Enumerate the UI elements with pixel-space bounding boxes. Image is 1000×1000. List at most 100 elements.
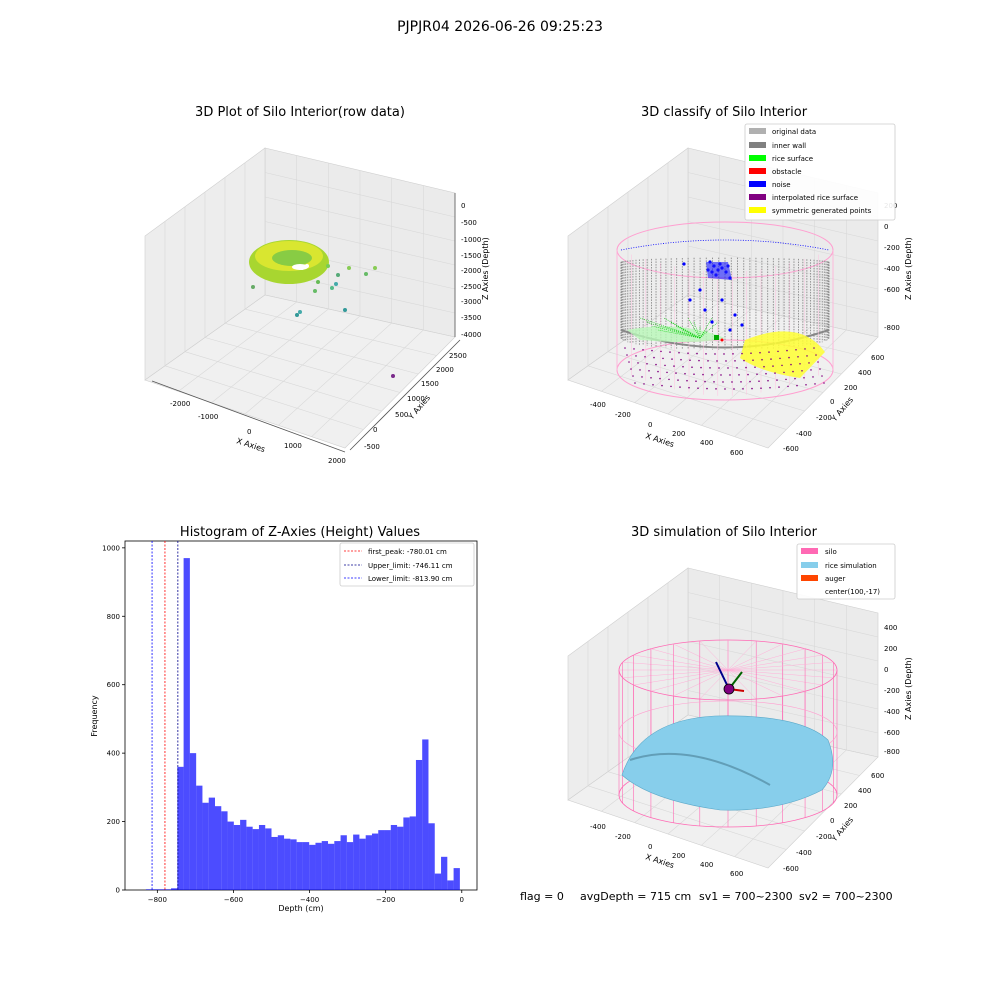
interpolated-point	[731, 381, 733, 383]
p4-legend-label: silo	[825, 548, 837, 556]
p2-rice-surface	[627, 326, 725, 343]
hist-legend-label: Upper_limit: -746.11 cm	[368, 562, 453, 570]
hist-bar	[202, 802, 209, 890]
interpolated-point	[745, 366, 747, 369]
interpolated-point	[778, 386, 780, 388]
hist-ytick-label: 200	[107, 818, 120, 826]
silo-spoke	[673, 669, 729, 697]
silo-spoke	[633, 654, 729, 671]
interpolated-point	[714, 353, 716, 355]
interpolated-point	[765, 372, 767, 375]
p4-xtick: -400	[590, 823, 606, 831]
noise-point	[688, 298, 692, 302]
hist-legend-box	[339, 542, 475, 587]
interpolated-point	[796, 384, 798, 387]
p2-ytick: -400	[796, 430, 812, 438]
interpolated-point	[724, 388, 726, 390]
p1-xtick: -2000	[170, 400, 190, 408]
p2-legend: original data inner wall rice surface ob…	[744, 123, 896, 221]
scatter-point	[373, 266, 377, 270]
p4-y-ticks: -600 -400 -200 0 200 400 600	[783, 772, 884, 873]
hist-bar	[397, 826, 404, 890]
interpolated-point	[812, 376, 814, 378]
interpolated-point	[814, 383, 816, 385]
p2-xtick: 600	[730, 449, 743, 457]
hist-bar	[189, 753, 197, 890]
interpolated-point	[736, 367, 738, 369]
rice-ray	[645, 321, 701, 339]
interpolated-point	[639, 369, 641, 371]
hist-bar	[365, 835, 372, 890]
p4-ytick: 600	[871, 772, 884, 780]
p1-ztick: -500	[461, 219, 477, 227]
p2-ztick: 0	[884, 223, 888, 231]
footer-status: flag = 0 avgDepth = 715 cm sv1 = 700~230…	[520, 890, 893, 903]
scatter-point	[391, 374, 395, 378]
hist-bar	[183, 558, 190, 890]
interpolated-point	[813, 347, 815, 349]
legend-label: inner wall	[772, 142, 806, 150]
hist-bar	[158, 889, 165, 890]
hist-bar	[321, 841, 329, 890]
silo-spoke	[727, 669, 834, 679]
p4-ztick: -800	[884, 748, 900, 756]
interpolated-point	[668, 378, 670, 381]
interpolated-point	[749, 380, 751, 383]
interpolated-point	[707, 360, 709, 362]
hist-bar	[434, 873, 442, 890]
p1-ztick: -1500	[461, 252, 481, 260]
p2-ytick: 0	[830, 398, 834, 406]
p2-zlabel: Z Axies (Depth)	[904, 237, 913, 300]
interpolated-point	[650, 376, 652, 379]
hist-bar	[177, 766, 184, 890]
interpolated-point	[635, 355, 637, 357]
p2-ytick: -200	[816, 414, 832, 422]
hist-bar	[214, 806, 222, 890]
interpolated-point	[808, 362, 810, 364]
p4-xtick: 600	[730, 870, 743, 878]
p2-interpolated-points	[624, 347, 825, 390]
interpolated-point	[727, 367, 729, 369]
hist-bar	[378, 830, 385, 890]
p4-center-marker	[723, 683, 735, 695]
interpolated-point	[805, 383, 807, 386]
p2-symmetric-points	[740, 331, 825, 378]
p4-ztick: 0	[884, 666, 888, 674]
panel-histogram: Histogram of Z-Axies (Height) Values −80…	[90, 525, 478, 913]
hist-xtick-label: 0	[460, 896, 464, 904]
p2-ztick: -600	[884, 286, 900, 294]
rice-ray	[681, 329, 701, 339]
scatter-point	[334, 282, 338, 286]
p1-ztick: -3000	[461, 298, 481, 306]
p2-xtick: 0	[648, 421, 652, 429]
p2-x-ticks: -400 -200 0 200 400 600	[590, 401, 743, 457]
hist-bar	[277, 835, 285, 890]
gridline	[734, 329, 847, 437]
p4-rice-ridge	[629, 752, 771, 786]
noise-rim	[620, 239, 830, 251]
legend-swatch-obstacle	[749, 168, 766, 174]
p2-z-ticks: 200 0 -200 -400 -600 -800	[884, 202, 900, 332]
interpolated-point	[626, 354, 628, 356]
interpolated-point	[734, 360, 736, 362]
hist-bar	[258, 824, 266, 890]
interpolated-point	[684, 372, 686, 375]
interpolated-point	[761, 358, 763, 361]
p4-rice-simulation	[621, 715, 834, 811]
interpolated-point	[661, 384, 663, 387]
hist-bar	[403, 817, 410, 890]
interpolated-point	[698, 359, 700, 362]
scatter-point	[305, 264, 309, 268]
panel-simulation: 3D simulation of Silo Interior -400 -200…	[567, 525, 913, 878]
interpolated-point	[678, 351, 680, 354]
p1-zlabel: Z Axies (Depth)	[481, 237, 490, 300]
interpolated-point	[716, 360, 718, 362]
silo-spoke	[727, 669, 783, 697]
panel-classify: 3D classify of Silo Interior -400 -200 0…	[567, 105, 913, 457]
p4-ytick: -200	[816, 833, 832, 841]
p1-silo-center-points	[272, 250, 312, 266]
gridline	[311, 329, 424, 437]
interpolated-point	[637, 362, 639, 364]
panel-4-title: 3D simulation of Silo Interior	[631, 525, 818, 540]
interpolated-point	[806, 355, 808, 357]
